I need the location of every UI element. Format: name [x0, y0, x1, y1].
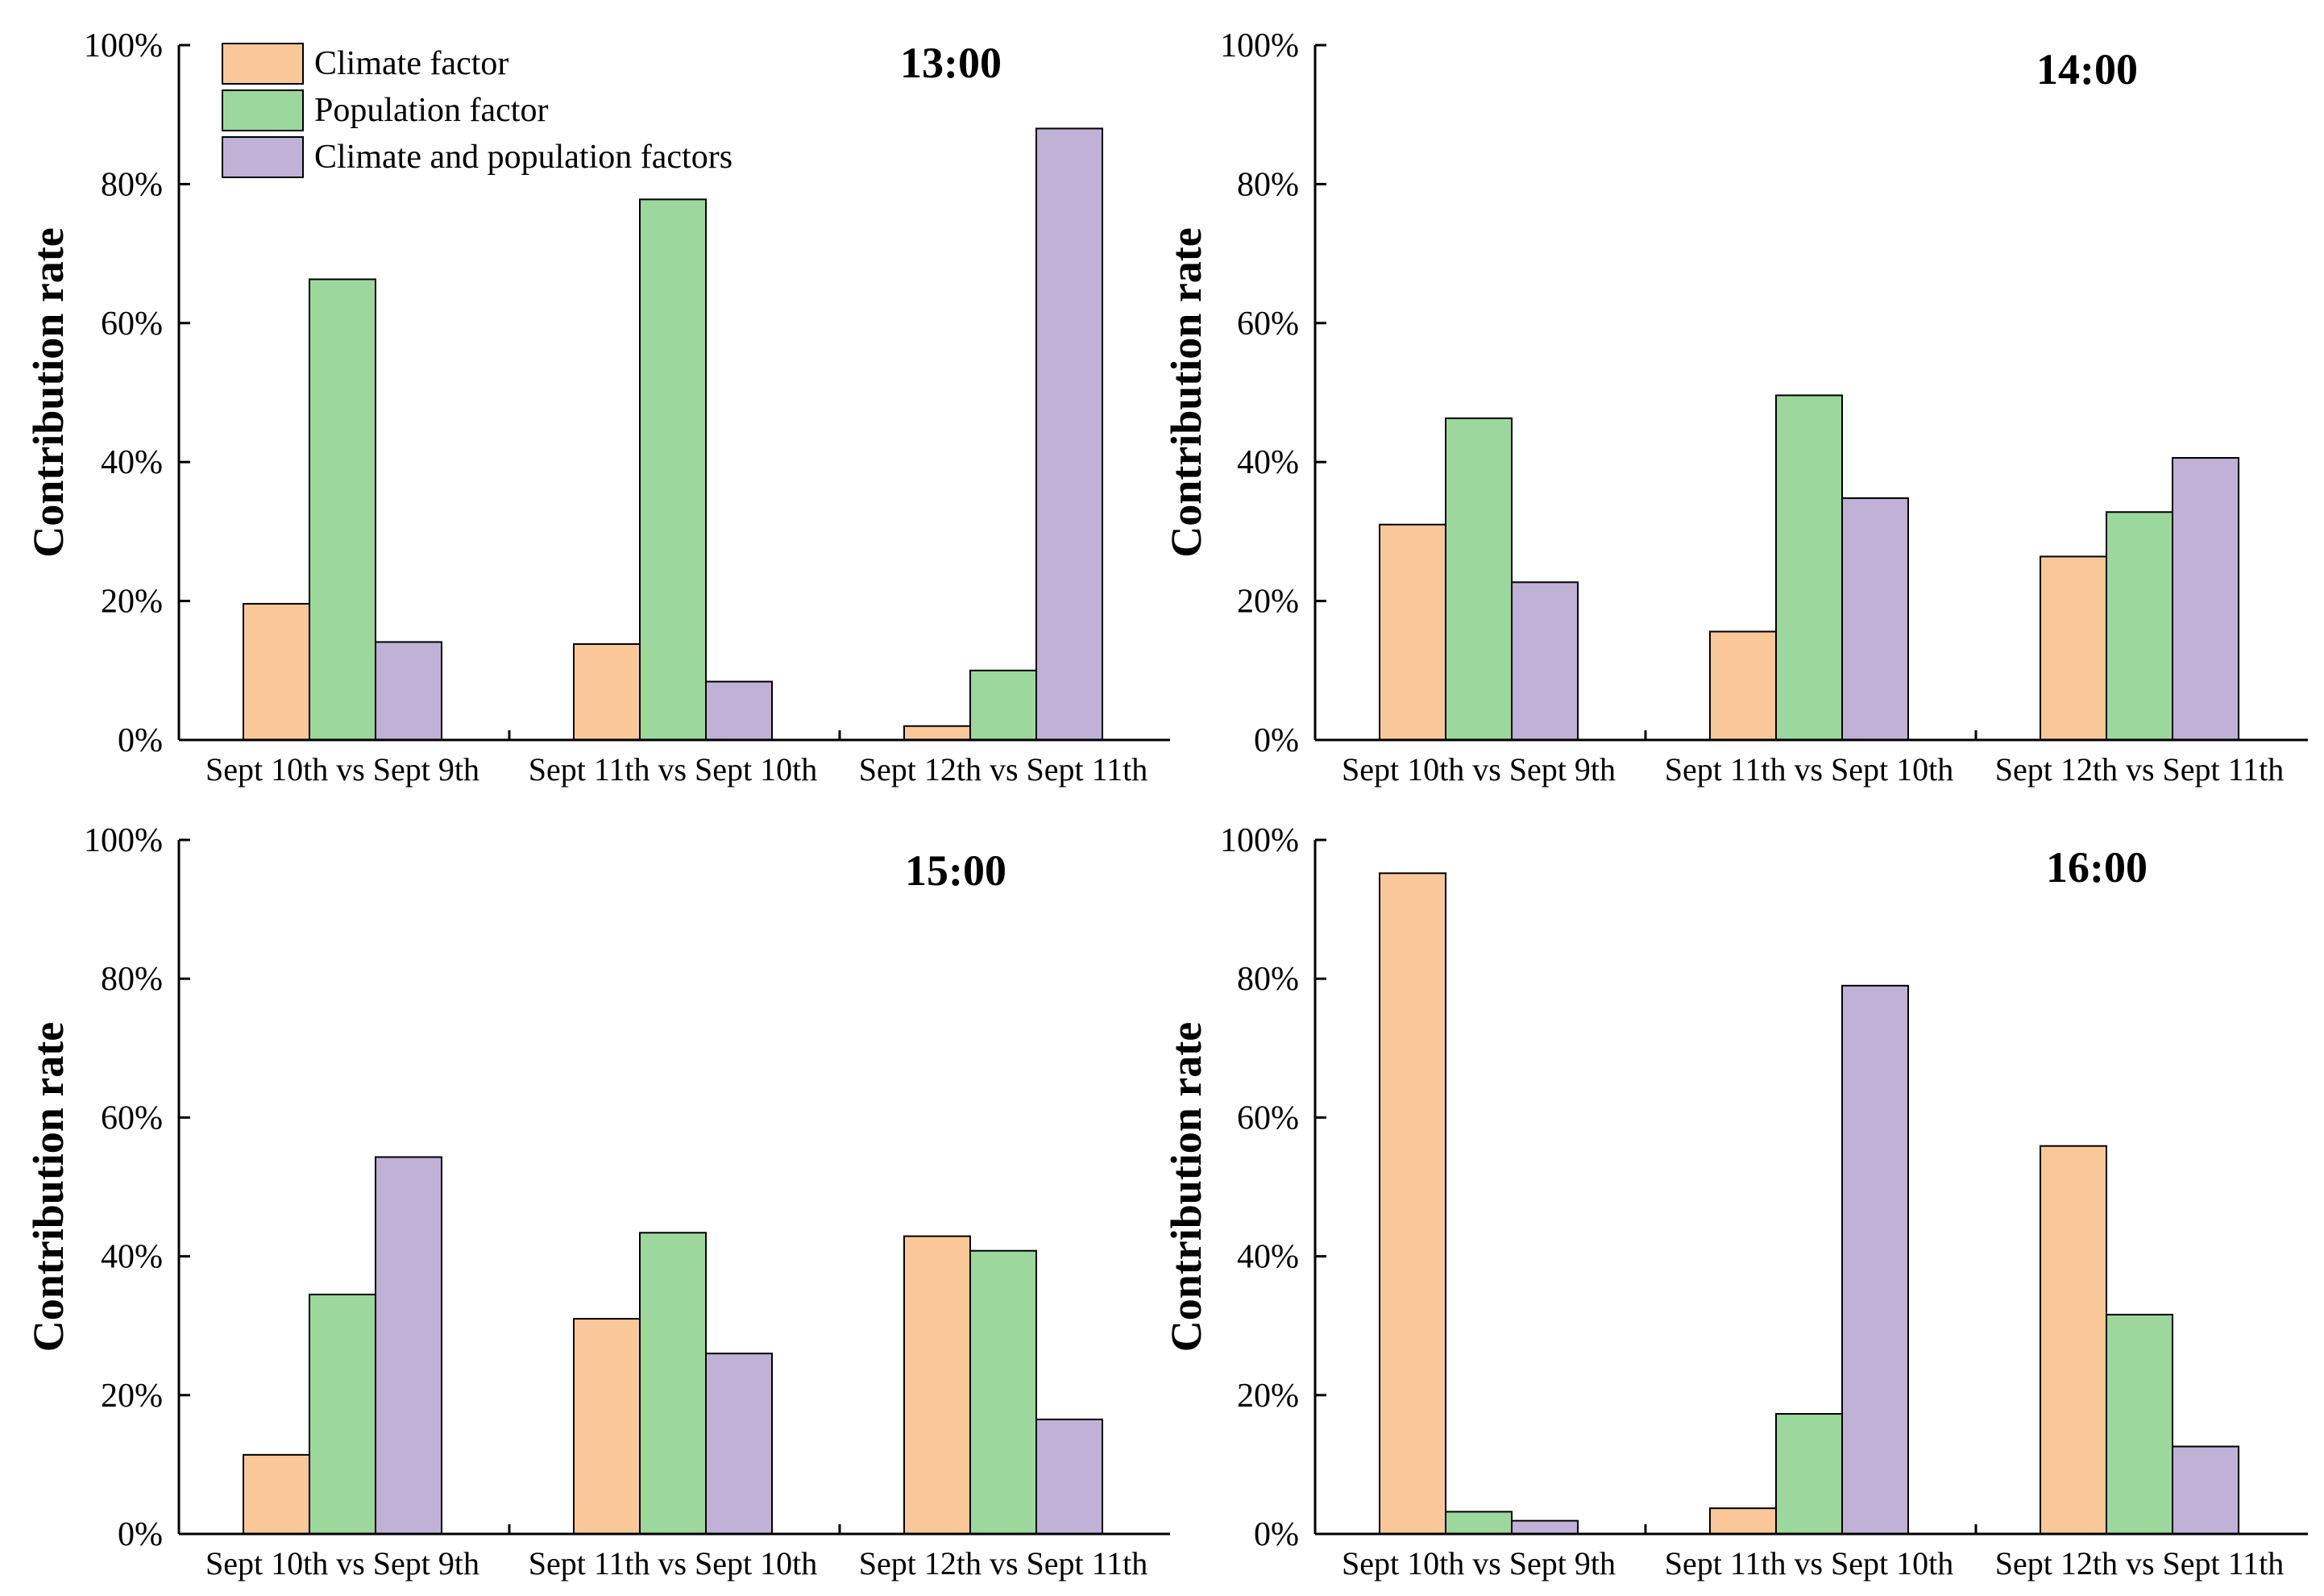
y-tick-label: 40%	[101, 1239, 163, 1276]
x-category-label: Sept 12th vs Sept 11th	[859, 1545, 1148, 1581]
bar-3-2	[705, 1353, 773, 1536]
bar-3-3	[2172, 457, 2239, 741]
x-category-label: Sept 12th vs Sept 11th	[859, 751, 1148, 788]
bar-2-3	[2106, 1313, 2173, 1535]
chart-3: 0% 20% 40% 60% 80% 100% Sept 10th vs Sept 9th S…	[24, 822, 1170, 1581]
bar-2-2	[639, 1232, 707, 1536]
bar-2-2	[639, 198, 707, 741]
x-category-label: Sept 11th vs Sept 10th	[529, 1545, 818, 1581]
bar-1-1	[1379, 872, 1446, 1535]
y-tick-label: 0%	[118, 1516, 163, 1553]
bar-2-3	[2106, 511, 2173, 741]
y-tick-label: 80%	[101, 961, 163, 998]
x-category-label: Sept 11th vs Sept 10th	[529, 751, 818, 788]
y-tick-label: 0%	[118, 722, 163, 759]
y-tick-label: 100%	[84, 822, 163, 859]
chart-title: 16:00	[2046, 843, 2148, 892]
bar-2-1	[1445, 1511, 1513, 1535]
bar-1-2	[1709, 630, 1777, 742]
y-tick-label: 100%	[1220, 822, 1299, 859]
y-tick-label: 60%	[101, 305, 163, 343]
legend: Climate factor Population factor Climate a…	[222, 43, 732, 178]
bar-2-1	[1445, 417, 1513, 741]
y-tick-label: 20%	[101, 584, 163, 621]
bar-2-1	[309, 278, 376, 741]
bar-1-1	[243, 603, 310, 741]
x-category-label: Sept 10th vs Sept 9th	[205, 751, 479, 788]
chart-4: 0% 20% 40% 60% 80% 100% Sept 10th vs Sept 9th S…	[1162, 822, 2308, 1581]
legend-swatch	[222, 89, 304, 131]
legend-swatch	[222, 43, 304, 85]
bar-1-1	[1379, 523, 1446, 742]
bar-2-3	[969, 1249, 1037, 1536]
chart-title: 15:00	[905, 846, 1006, 895]
chart-2: 0% 20% 40% 60% 80% 100% Sept 10th vs Sept 9th S…	[1162, 27, 2308, 788]
y-tick-label: 40%	[1237, 1239, 1299, 1276]
y-tick-label: 20%	[1237, 584, 1299, 621]
bar-3-3	[1035, 1418, 1103, 1536]
y-tick-label: 0%	[1254, 722, 1299, 759]
bar-1-3	[903, 1235, 971, 1535]
x-category-label: Sept 10th vs Sept 9th	[205, 1545, 479, 1581]
bar-1-2	[1709, 1507, 1777, 1535]
chart-title: 13:00	[900, 39, 1002, 87]
y-axis-title: Contribution rate	[24, 1022, 73, 1352]
y-axis-title: Contribution rate	[1162, 227, 1210, 557]
chart-title: 14:00	[2036, 45, 2138, 94]
y-tick-label: 40%	[101, 444, 163, 481]
y-tick-label: 20%	[101, 1378, 163, 1415]
x-category-label: Sept 11th vs Sept 10th	[1665, 751, 1954, 788]
bar-3-3	[1035, 127, 1103, 741]
bar-1-3	[2040, 1145, 2107, 1536]
y-tick-label: 80%	[1237, 166, 1299, 203]
bar-1-2	[573, 1318, 641, 1535]
bar-2-2	[1775, 394, 1843, 741]
y-tick-label: 80%	[101, 166, 163, 203]
x-category-label: Sept 10th vs Sept 9th	[1342, 751, 1616, 788]
bar-3-1	[1511, 1519, 1579, 1535]
bar-3-2	[1841, 984, 1909, 1536]
bar-3-2	[705, 680, 773, 741]
x-category-label: Sept 12th vs Sept 11th	[1995, 1545, 2285, 1581]
bar-3-1	[375, 641, 442, 742]
y-tick-label: 20%	[1237, 1378, 1299, 1415]
y-axis-title: Contribution rate	[24, 227, 73, 557]
y-tick-label: 60%	[1237, 305, 1299, 343]
chart-1: 0% 20% 40% 60% 80% 100% Sept 10th vs Sept 9th S…	[24, 27, 1170, 788]
bar-3-3	[2172, 1445, 2239, 1536]
bar-1-3	[903, 725, 971, 742]
y-tick-label: 40%	[1237, 444, 1299, 481]
legend-entry: Climate factor	[314, 45, 508, 82]
bar-3-1	[375, 1156, 442, 1536]
bar-1-2	[573, 643, 641, 742]
bar-2-3	[969, 669, 1037, 741]
bar-1-1	[243, 1453, 310, 1535]
y-tick-label: 60%	[1237, 1099, 1299, 1137]
legend-entry: Population factor	[314, 92, 548, 129]
legend-swatch	[222, 136, 304, 178]
x-category-label: Sept 10th vs Sept 9th	[1342, 1545, 1616, 1581]
bar-2-2	[1775, 1413, 1843, 1535]
bar-2-1	[309, 1293, 376, 1535]
y-tick-label: 60%	[101, 1099, 163, 1137]
bar-1-3	[2040, 555, 2107, 741]
x-category-label: Sept 12th vs Sept 11th	[1995, 751, 2285, 788]
bar-3-1	[1511, 581, 1579, 741]
bar-3-2	[1841, 497, 1909, 741]
y-tick-label: 100%	[1220, 27, 1299, 64]
legend-entry: Climate and population factors	[314, 139, 732, 176]
y-tick-label: 100%	[84, 27, 163, 64]
y-axis-title: Contribution rate	[1162, 1022, 1210, 1352]
x-category-label: Sept 11th vs Sept 10th	[1665, 1545, 1954, 1581]
y-tick-label: 0%	[1254, 1516, 1299, 1553]
y-tick-label: 80%	[1237, 961, 1299, 998]
